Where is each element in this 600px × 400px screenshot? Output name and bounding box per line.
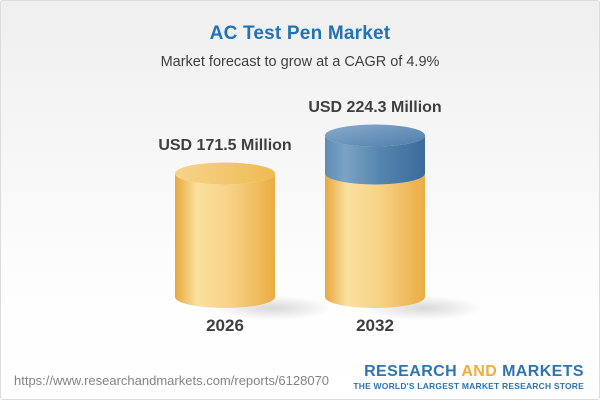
value-label-0: USD 171.5 Million [158, 136, 292, 154]
bar-2026-base-segment [175, 173, 275, 308]
page-subtitle: Market forecast to grow at a CAGR of 4.9… [160, 54, 440, 70]
source-url: https://www.researchandmarkets.com/repor… [14, 373, 330, 388]
logo-tagline: THE WORLD'S LARGEST MARKET RESEARCH STOR… [353, 381, 584, 391]
bar-2032-top [325, 124, 425, 147]
bar-2032-growth-segment [325, 135, 425, 185]
research-and-markets-logo: RESEARCH AND MARKETS THE WORLD'S LARGEST… [353, 363, 584, 392]
category-label-0: 2026 [206, 316, 244, 335]
logo-word-and: AND [461, 363, 498, 380]
logo-word-markets: MARKETS [502, 363, 584, 380]
logo-wordmark: RESEARCH AND MARKETS [353, 363, 584, 381]
bar-2032-base-segment [325, 173, 425, 308]
logo-word-research: RESEARCH [364, 363, 458, 380]
category-label-1: 2032 [356, 316, 394, 335]
bar-2026-top [175, 162, 275, 185]
page-title: AC Test Pen Market [209, 23, 391, 44]
value-label-1: USD 224.3 Million [308, 98, 442, 116]
